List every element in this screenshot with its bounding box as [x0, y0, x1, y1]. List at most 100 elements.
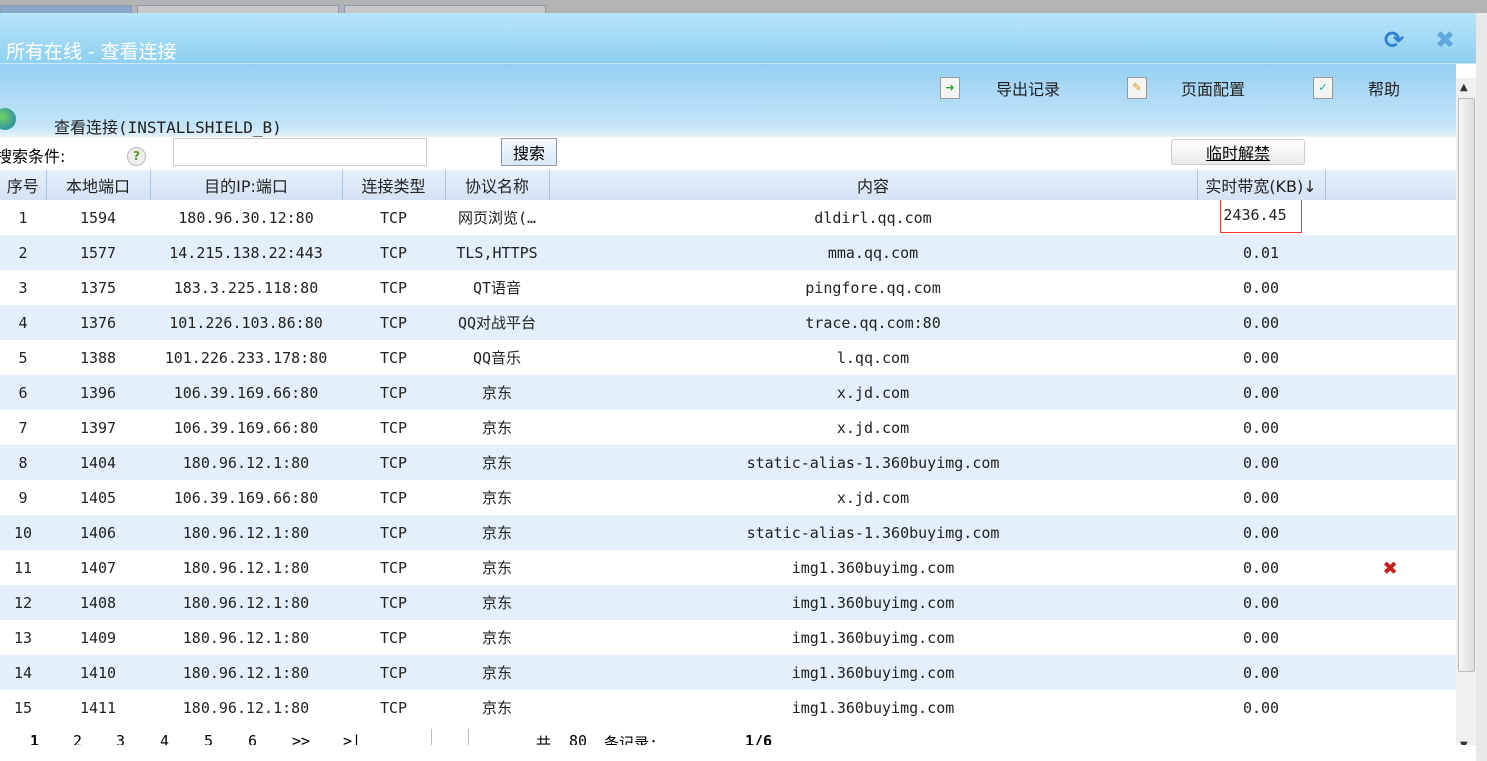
page-link[interactable]: 4 — [160, 732, 170, 745]
content-cell: trace.qq.com:80 — [549, 305, 1197, 340]
next-page-link[interactable]: >> — [292, 732, 311, 745]
help-button[interactable]: 帮助 — [1368, 80, 1401, 99]
content-cell: x.jd.com — [549, 375, 1197, 410]
protocol: 京东 — [481, 594, 512, 612]
protocol-cell: 京东 — [445, 550, 549, 585]
local-port-cell: 1397 — [46, 410, 150, 445]
table-row[interactable]: 3 1375 183.3.225.118:80 TCP QT语音 pingfore.qq.… — [0, 270, 1456, 305]
row-number: 2 — [18, 243, 28, 262]
table-row[interactable]: 15 1411 180.96.12.1:80 TCP 京东 img1.360buyimg.… — [0, 690, 1456, 725]
column-header[interactable]: 内容 — [549, 170, 1198, 200]
column-header[interactable]: 目的IP:端口 — [150, 170, 343, 200]
content: img1.360buyimg.com — [791, 558, 955, 577]
bandwidth: 0.00 — [1242, 558, 1280, 577]
table-row[interactable]: 6 1396 106.39.169.66:80 TCP 京东 x.jd.com 0.00 — [0, 375, 1456, 410]
table-row[interactable]: 9 1405 106.39.169.66:80 TCP 京东 x.jd.com 0.00 — [0, 480, 1456, 515]
column-header[interactable]: 连接类型 — [342, 170, 446, 200]
delete-icon[interactable]: ✖ — [1383, 553, 1398, 582]
column-header[interactable] — [1325, 170, 1457, 200]
column-header[interactable]: 协议名称 — [445, 170, 550, 200]
row-number-cell: 12 — [0, 585, 46, 620]
page-jump-input[interactable] — [431, 729, 469, 745]
table-row[interactable]: 13 1409 180.96.12.1:80 TCP 京东 img1.360buyimg.… — [0, 620, 1456, 655]
page-link[interactable]: 5 — [204, 732, 214, 745]
bandwidth: 0.01 — [1242, 243, 1280, 262]
bandwidth-cell: 0.00 — [1197, 375, 1325, 410]
search-input[interactable] — [173, 138, 427, 166]
local-port-cell: 1411 — [46, 690, 150, 725]
page-config-button[interactable]: 页面配置 — [1181, 80, 1246, 99]
refresh-icon[interactable]: ⟳ — [1384, 26, 1405, 54]
protocol: 京东 — [481, 384, 512, 402]
column-header[interactable]: 序号 — [0, 170, 47, 200]
column-header[interactable]: 实时带宽(KB)↓ — [1197, 170, 1326, 200]
connection-type-cell: TCP — [342, 445, 445, 480]
export-button[interactable]: 导出记录 — [996, 80, 1061, 99]
vertical-scrollbar[interactable]: ▲ ▼ — [1456, 78, 1476, 745]
search-label: 搜索条件: — [0, 147, 66, 166]
close-icon[interactable]: ✖ — [1435, 26, 1456, 54]
page-link[interactable]: 2 — [73, 732, 83, 745]
protocol-cell: 网页浏览(… — [445, 200, 549, 235]
action-cell — [1325, 585, 1456, 620]
edit-icon[interactable]: ✎ — [1127, 77, 1147, 99]
last-page-link[interactable]: >| — [343, 732, 362, 745]
bandwidth-cell: 0.00 — [1197, 270, 1325, 305]
action-cell — [1325, 445, 1456, 480]
page-link[interactable]: 3 — [116, 732, 126, 745]
row-number: 12 — [13, 593, 33, 612]
destination: 180.96.12.1:80 — [182, 663, 310, 682]
content: x.jd.com — [836, 383, 910, 402]
bandwidth-cell: 0.00 — [1197, 690, 1325, 725]
protocol: 网页浏览(… — [457, 209, 537, 227]
temporary-unban-button[interactable]: 临时解禁 — [1171, 139, 1305, 165]
table-row[interactable]: 11 1407 180.96.12.1:80 TCP 京东 img1.360buyimg.… — [0, 550, 1456, 585]
table-row[interactable]: 4 1376 101.226.103.86:80 TCP QQ对战平台 trace.qq.… — [0, 305, 1456, 340]
table-row[interactable]: 1 1594 180.96.30.12:80 TCP 网页浏览(… dldirl.qq.c… — [0, 200, 1456, 235]
page-link[interactable]: 6 — [248, 732, 258, 745]
protocol: 京东 — [481, 664, 512, 682]
content-cell: mma.qq.com — [549, 235, 1197, 270]
table-row[interactable]: 7 1397 106.39.169.66:80 TCP 京东 x.jd.com 0.00 — [0, 410, 1456, 445]
destination-cell: 180.96.30.12:80 — [150, 200, 342, 235]
local-port: 1397 — [79, 418, 117, 437]
content: pingfore.qq.com — [805, 278, 941, 297]
local-port: 1376 — [79, 313, 117, 332]
connection-type-cell: TCP — [342, 585, 445, 620]
protocol: 京东 — [481, 419, 512, 437]
row-number: 10 — [13, 523, 33, 542]
help-icon[interactable]: ? — [127, 147, 146, 166]
search-button[interactable]: 搜索 — [501, 138, 557, 166]
background-window — [1476, 13, 1487, 761]
scroll-down-icon[interactable]: ▼ — [1460, 740, 1468, 745]
local-port: 1375 — [79, 278, 117, 297]
content-cell: img1.360buyimg.com — [549, 620, 1197, 655]
column-header[interactable]: 本地端口 — [46, 170, 151, 200]
scroll-up-icon[interactable]: ▲ — [1460, 82, 1468, 93]
table-row[interactable]: 10 1406 180.96.12.1:80 TCP 京东 static-alias-1.… — [0, 515, 1456, 550]
action-cell — [1325, 515, 1456, 550]
protocol-cell: QQ对战平台 — [445, 305, 549, 340]
table-row[interactable]: 14 1410 180.96.12.1:80 TCP 京东 img1.360buyimg.… — [0, 655, 1456, 690]
table-row[interactable]: 12 1408 180.96.12.1:80 TCP 京东 img1.360buyimg.… — [0, 585, 1456, 620]
background-tab — [344, 5, 546, 15]
action-cell — [1325, 270, 1456, 305]
help-doc-icon[interactable]: ✓ — [1313, 77, 1333, 99]
dialog-title-bar: 所有在线 - 查看连接 ⟳ ✖ — [0, 13, 1476, 64]
table-row[interactable]: 2 1577 14.215.138.22:443 TCP TLS,HTTPS mma.qq… — [0, 235, 1456, 270]
local-port: 1404 — [79, 453, 117, 472]
connection-type-cell: TCP — [342, 620, 445, 655]
export-icon[interactable]: ➜ — [940, 77, 960, 99]
destination: 101.226.233.178:80 — [164, 348, 328, 367]
row-number: 1 — [18, 208, 28, 227]
scrollbar-thumb[interactable] — [1458, 98, 1475, 672]
table-row[interactable]: 5 1388 101.226.233.178:80 TCP QQ音乐 l.qq.com 0.… — [0, 340, 1456, 375]
row-number: 7 — [18, 418, 28, 437]
connection-type-cell: TCP — [342, 515, 445, 550]
page-link[interactable]: 1 — [30, 732, 40, 745]
protocol-cell: QQ音乐 — [445, 340, 549, 375]
action-cell — [1325, 305, 1456, 340]
table-row[interactable]: 8 1404 180.96.12.1:80 TCP 京东 static-alias-1.3… — [0, 445, 1456, 480]
row-number-cell: 8 — [0, 445, 46, 480]
bandwidth: 0.00 — [1242, 348, 1280, 367]
